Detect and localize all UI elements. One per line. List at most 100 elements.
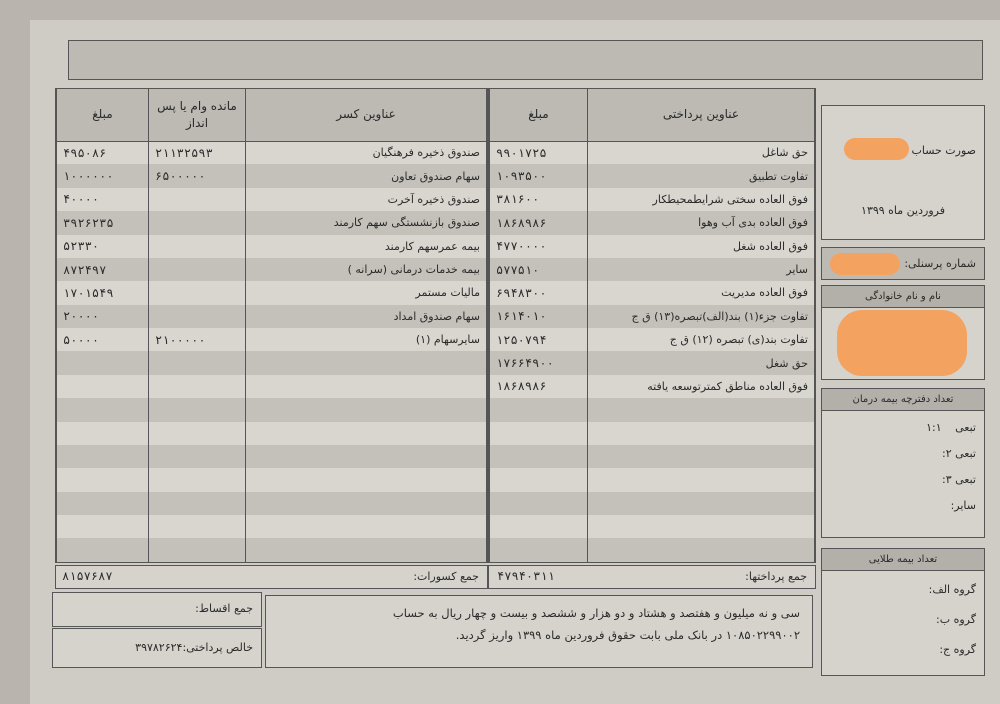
deduction-balance xyxy=(148,257,246,282)
payment-amount-header: مبلغ xyxy=(489,89,588,142)
deduction-title: سهام صندوق امداد xyxy=(245,304,487,328)
payment-title: فوق العاده مدیریت xyxy=(587,281,815,305)
deduction-amount xyxy=(56,351,149,375)
payment-amount: ۱۷۶۶۴۹۰۰ xyxy=(489,351,588,375)
table-row xyxy=(489,515,815,539)
gold-insurance-box: تعداد بیمه طلایی گروه الف: گروه ب: گروه ج: xyxy=(821,548,985,676)
dependent-row: تبعی ۳: xyxy=(932,473,976,486)
dependent-row: تبعی ۲: xyxy=(932,447,976,460)
payment-amount: ۴۷۷۰۰۰۰ xyxy=(489,234,588,258)
payment-title: فوق العاده بدی آب وهوا xyxy=(587,211,815,235)
deduction-balance xyxy=(148,304,246,328)
dependent-label: تبعی ۱: xyxy=(926,421,976,434)
deduction-title xyxy=(245,398,487,422)
payment-amount: ۱۸۶۸۹۸۶ xyxy=(489,374,588,399)
deduction-title: صندوق ذخیره فرهنگیان xyxy=(245,141,487,165)
note-line-2: ۱۰۸۵۰۲۲۹۹۰۰۲ در بانک ملی بابت حقوق فرورد… xyxy=(455,628,800,642)
payments-total: جمع پرداختها: ۴۷۹۴۰۳۱۱ xyxy=(488,565,816,589)
deduction-title: بیمه عمرسهم کارمند xyxy=(245,234,487,258)
deduction-title-header: عناوین کسر xyxy=(245,89,487,142)
payment-amount: ۳۸۱۶۰۰ xyxy=(489,187,588,212)
table-row: سهام صندوق تعاون ۶۵۰۰۰۰۰ ۱۰۰۰۰۰۰ xyxy=(56,164,487,188)
deduction-balance xyxy=(148,515,246,539)
table-row xyxy=(56,468,487,492)
table-row xyxy=(489,421,815,445)
deduction-amount: ۵۲۳۳۰ xyxy=(56,234,149,258)
gold-group-label: گروه الف: xyxy=(928,583,976,596)
name-header: نام و نام خانوادگی xyxy=(822,286,984,308)
deduction-amount: ۴۹۵۰۸۶ xyxy=(56,141,149,165)
table-row xyxy=(489,491,815,515)
statement-label: صورت حساب xyxy=(911,144,976,157)
deduction-title xyxy=(245,374,487,399)
deduction-amount: ۳۹۲۶۲۳۵ xyxy=(56,211,149,235)
payment-amount xyxy=(489,538,588,562)
dependent-label: سایر: xyxy=(950,499,976,512)
deduction-title xyxy=(245,491,487,515)
table-row xyxy=(56,421,487,445)
payment-title: فوق العاده سختی شرایطمحیطکار xyxy=(587,187,815,212)
table-row: بیمه عمرسهم کارمند ۵۲۳۳۰ xyxy=(56,234,487,258)
payment-title-header: عناوین پرداختی xyxy=(587,89,815,142)
deductions-total-label: جمع کسورات: xyxy=(413,570,479,583)
installments-label: جمع اقساط: xyxy=(195,602,253,615)
table-row xyxy=(489,444,815,469)
payment-title xyxy=(587,538,815,562)
payment-amount: ۵۷۷۵۱۰ xyxy=(489,257,588,282)
deduction-amount xyxy=(56,538,149,562)
deduction-balance xyxy=(148,234,246,258)
payment-title xyxy=(587,398,815,422)
table-row: صندوق ذخیره آخرت ۴۰۰۰۰ xyxy=(56,187,487,212)
payment-title xyxy=(587,491,815,515)
deduction-amount xyxy=(56,398,149,422)
deduction-title: صندوق بازنشستگی سهم کارمند xyxy=(245,211,487,235)
name-box: نام و نام خانوادگی xyxy=(821,285,985,380)
personnel-label: شماره پرسنلی: xyxy=(904,257,976,270)
table-row: تفاوت جزء(۱) بند(الف)تبصره(۱۳) ق ج ۱۶۱۴۰۱… xyxy=(489,304,815,328)
deduction-balance: ۲۱۰۰۰۰۰ xyxy=(148,328,246,352)
dependent-label: تبعی ۲: xyxy=(942,447,976,460)
deduction-title: بیمه خدمات درمانی (سرانه ) xyxy=(245,257,487,282)
dependent-row: سایر: xyxy=(941,499,976,512)
payment-title: فوق العاده شغل xyxy=(587,234,815,258)
payment-amount: ۶۹۴۸۳۰۰ xyxy=(489,281,588,305)
deduction-amount: ۱۰۰۰۰۰۰ xyxy=(56,164,149,188)
payment-amount: ۱۶۱۴۰۱۰ xyxy=(489,304,588,328)
deduction-balance xyxy=(148,211,246,235)
redaction-mark xyxy=(837,310,967,376)
table-row: سایرسهام (۱) ۲۱۰۰۰۰۰ ۵۰۰۰۰ xyxy=(56,328,487,352)
table-row: تفاوت بند(ی) تبصره (۱۲) ق ج ۱۲۵۰۷۹۴ xyxy=(489,328,815,352)
deduction-title: سایرسهام (۱) xyxy=(245,328,487,352)
table-row xyxy=(56,538,487,562)
payments-total-label: جمع پرداختها: xyxy=(745,570,807,583)
payment-title: فوق العاده مناطق کمترتوسعه یافته xyxy=(587,374,815,399)
payment-title xyxy=(587,421,815,445)
insurance-header: تعداد دفترچه بیمه درمان xyxy=(822,389,984,411)
payment-note: سی و نه میلیون و هفتصد و هشتاد و دو هزار… xyxy=(265,595,813,668)
table-row xyxy=(56,444,487,469)
net-pay-value: ۳۹۷۸۲۶۲۴ xyxy=(135,641,183,654)
deduction-amount xyxy=(56,491,149,515)
payment-amount xyxy=(489,491,588,515)
payments-table: عناوین پرداختی مبلغ حق شاغل ۹۹۰۱۷۲۵ تفاوت تط… xyxy=(488,88,816,563)
deduction-balance xyxy=(148,281,246,305)
deduction-title xyxy=(245,444,487,469)
payment-title: تفاوت جزء(۱) بند(الف)تبصره(۱۳) ق ج xyxy=(587,304,815,328)
deduction-balance xyxy=(148,421,246,445)
payment-amount xyxy=(489,468,588,492)
deduction-title: سهام صندوق تعاون xyxy=(245,164,487,188)
payments-total-value: ۴۷۹۴۰۳۱۱ xyxy=(497,569,555,583)
table-row: تفاوت تطبیق ۱۰۹۳۵۰۰ xyxy=(489,164,815,188)
payment-title xyxy=(587,468,815,492)
deduction-balance xyxy=(148,444,246,469)
table-row xyxy=(489,468,815,492)
payment-title: تفاوت تطبیق xyxy=(587,164,815,188)
deduction-balance xyxy=(148,351,246,375)
payment-amount: ۱۲۵۰۷۹۴ xyxy=(489,328,588,352)
table-row xyxy=(56,374,487,399)
table-row xyxy=(56,515,487,539)
payment-title: حق شغل xyxy=(587,351,815,375)
deduction-title xyxy=(245,538,487,562)
deduction-amount: ۵۰۰۰۰ xyxy=(56,328,149,352)
gold-group-label: گروه ج: xyxy=(939,643,976,656)
